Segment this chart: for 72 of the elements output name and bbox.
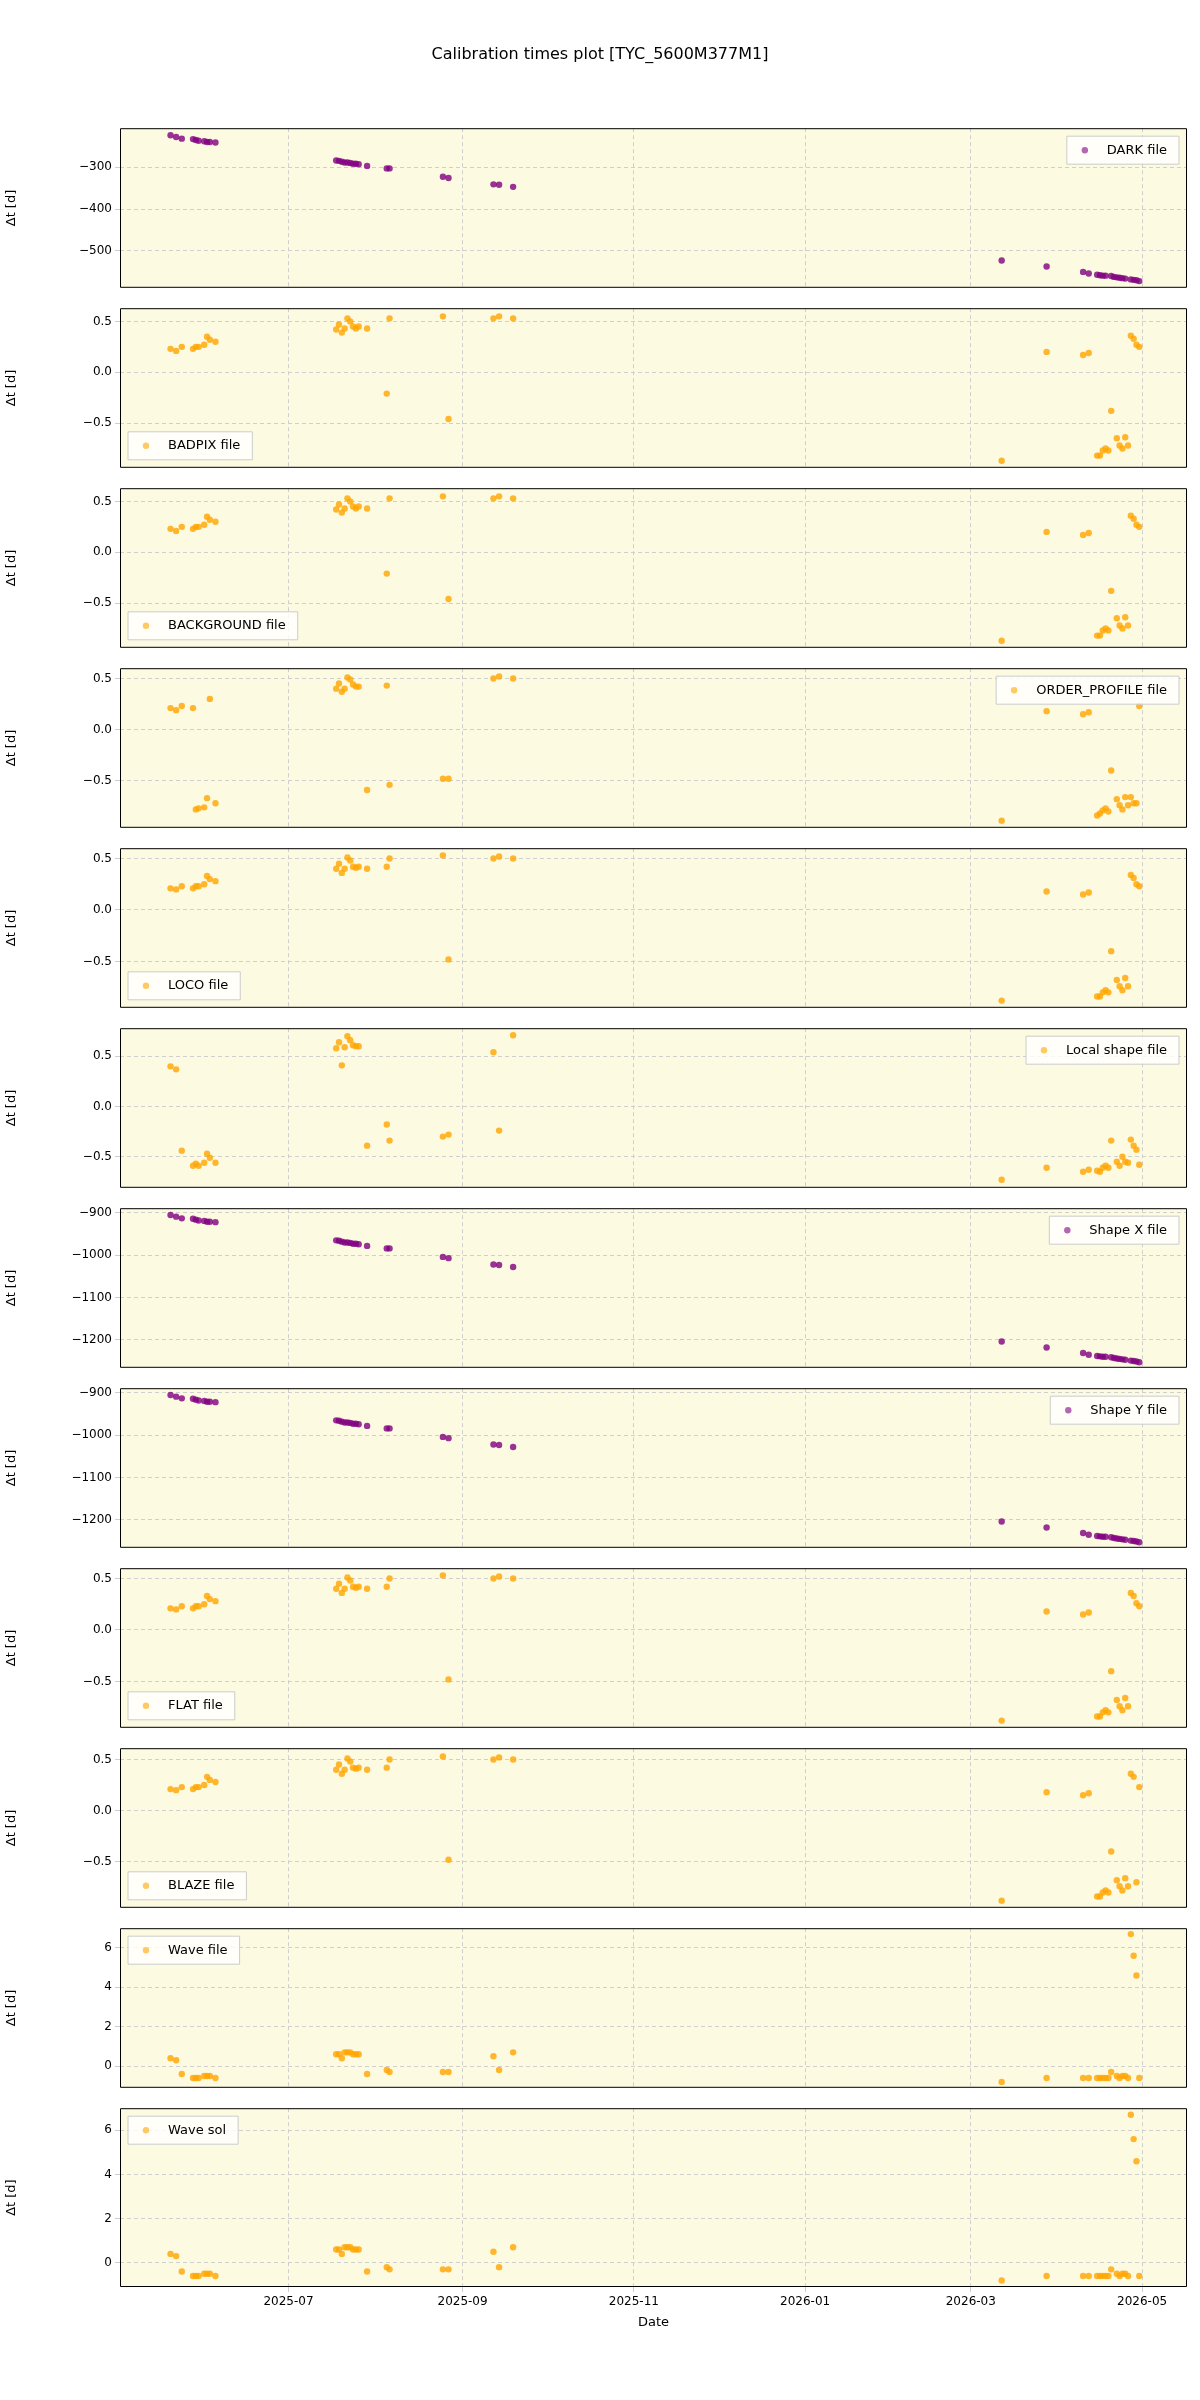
y-tick-label: −1100 xyxy=(71,1289,112,1304)
y-tick-label: −0.5 xyxy=(82,595,112,610)
y-tick-label: 4 xyxy=(104,1979,112,1994)
x-tick-label: 2026-05 xyxy=(1117,2294,1168,2309)
y-tick-label: 2 xyxy=(104,2210,112,2225)
y-tick-label: 0.0 xyxy=(92,721,112,736)
y-tick-label: 0.5 xyxy=(92,1048,112,1063)
y-tick-label: −500 xyxy=(79,243,112,258)
y-axis-title: Δt [d] xyxy=(3,1089,19,1127)
y-tick-label: 0.5 xyxy=(92,313,112,328)
y-tick-label: −0.5 xyxy=(82,772,112,787)
x-tick-label: 2026-03 xyxy=(945,2294,996,2309)
y-tick-label: 0.5 xyxy=(92,670,112,685)
y-tick-label: 0 xyxy=(104,2254,112,2269)
y-axis-title: Δt [d] xyxy=(3,189,19,227)
y-tick-label: 6 xyxy=(104,1940,112,1955)
y-tick-label: −0.5 xyxy=(82,1673,112,1688)
y-tick-label: −1200 xyxy=(71,1331,112,1346)
legend-label: FLAT file xyxy=(168,1697,223,1713)
y-tick-label: −1200 xyxy=(71,1511,112,1526)
y-axis-title: Δt [d] xyxy=(3,369,19,407)
legend-label: ORDER_PROFILE file xyxy=(1036,681,1167,697)
y-tick-label: 0.0 xyxy=(92,1802,112,1817)
y-axis-title: Δt [d] xyxy=(3,909,19,947)
x-tick-label: 2025-11 xyxy=(608,2294,659,2309)
legend-label: BACKGROUND file xyxy=(168,617,286,633)
y-tick-label: −900 xyxy=(79,1204,112,1219)
y-tick-label: 0.0 xyxy=(92,1622,112,1637)
x-axis-title: Date xyxy=(637,2313,670,2329)
legend-label: DARK file xyxy=(1106,141,1168,157)
x-tick-label: 2026-01 xyxy=(780,2294,831,2309)
y-axis-title: Δt [d] xyxy=(3,1809,19,1847)
y-tick-label: 4 xyxy=(104,2166,112,2181)
y-tick-label: −900 xyxy=(79,1384,112,1399)
y-tick-label: 0.5 xyxy=(92,1570,112,1585)
y-tick-label: −1000 xyxy=(71,1427,112,1442)
legend-label: Wave sol xyxy=(168,2121,227,2137)
y-tick-label: 0.5 xyxy=(92,1751,112,1766)
y-tick-label: 0.5 xyxy=(92,493,112,508)
y-axis-title: Δt [d] xyxy=(3,2179,19,2216)
y-axis-title: Δt [d] xyxy=(3,1989,19,2027)
y-axis-title: Δt [d] xyxy=(3,549,19,587)
chart-title: Calibration times plot [TYC_5600M377M1] xyxy=(430,43,770,65)
legend-label: Shape X file xyxy=(1089,1221,1168,1237)
y-tick-label: −1100 xyxy=(71,1469,112,1484)
y-tick-label: 2 xyxy=(104,2018,112,2033)
y-tick-label: −300 xyxy=(79,159,112,174)
y-tick-label: −1000 xyxy=(71,1247,112,1262)
y-axis-title: Δt [d] xyxy=(3,1629,19,1667)
y-tick-label: 0.0 xyxy=(92,902,112,917)
y-tick-label: −0.5 xyxy=(82,1148,112,1163)
y-axis-title: Δt [d] xyxy=(3,729,19,767)
legend-label: Shape Y file xyxy=(1090,1401,1168,1417)
x-tick-label: 2025-07 xyxy=(263,2294,314,2309)
y-tick-label: −400 xyxy=(79,201,112,216)
y-tick-label: 0.0 xyxy=(92,1098,112,1113)
y-tick-label: −0.5 xyxy=(82,1853,112,1868)
y-tick-label: −0.5 xyxy=(82,415,112,430)
y-tick-label: 0.0 xyxy=(92,364,112,379)
legend-label: BLAZE file xyxy=(168,1877,235,1893)
y-axis-title: Δt [d] xyxy=(3,1269,19,1307)
legend-label: BADPIX file xyxy=(168,437,241,453)
legend-label: LOCO file xyxy=(168,977,229,993)
y-tick-label: 0.5 xyxy=(92,850,112,865)
y-tick-label: 0.0 xyxy=(92,544,112,559)
legend-label: Local shape file xyxy=(1066,1041,1168,1057)
x-tick-label: 2025-09 xyxy=(437,2294,488,2309)
legend-label: Wave file xyxy=(168,1941,228,1957)
y-tick-label: −0.5 xyxy=(82,953,112,968)
y-tick-label: 6 xyxy=(104,2122,112,2137)
y-axis-title: Δt [d] xyxy=(3,1449,19,1487)
y-tick-label: 0 xyxy=(104,2058,112,2073)
